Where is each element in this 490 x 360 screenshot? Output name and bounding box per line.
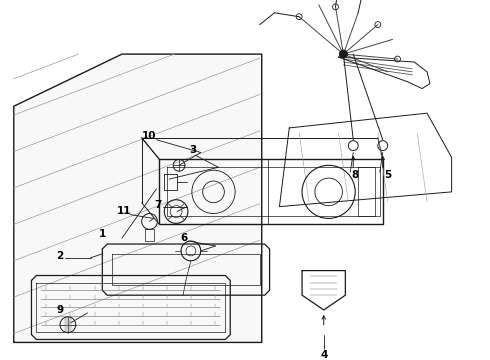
- Polygon shape: [14, 54, 262, 342]
- Text: 4: 4: [320, 350, 327, 360]
- Text: 6: 6: [180, 233, 188, 243]
- Text: 5: 5: [384, 170, 392, 180]
- Text: 8: 8: [352, 170, 359, 180]
- Text: 7: 7: [155, 200, 162, 210]
- Text: 11: 11: [117, 206, 131, 216]
- Circle shape: [340, 50, 347, 58]
- Text: 2: 2: [56, 251, 64, 261]
- Text: 9: 9: [56, 305, 64, 315]
- Text: 1: 1: [98, 229, 106, 239]
- Text: 3: 3: [189, 145, 196, 154]
- Text: 10: 10: [142, 131, 157, 141]
